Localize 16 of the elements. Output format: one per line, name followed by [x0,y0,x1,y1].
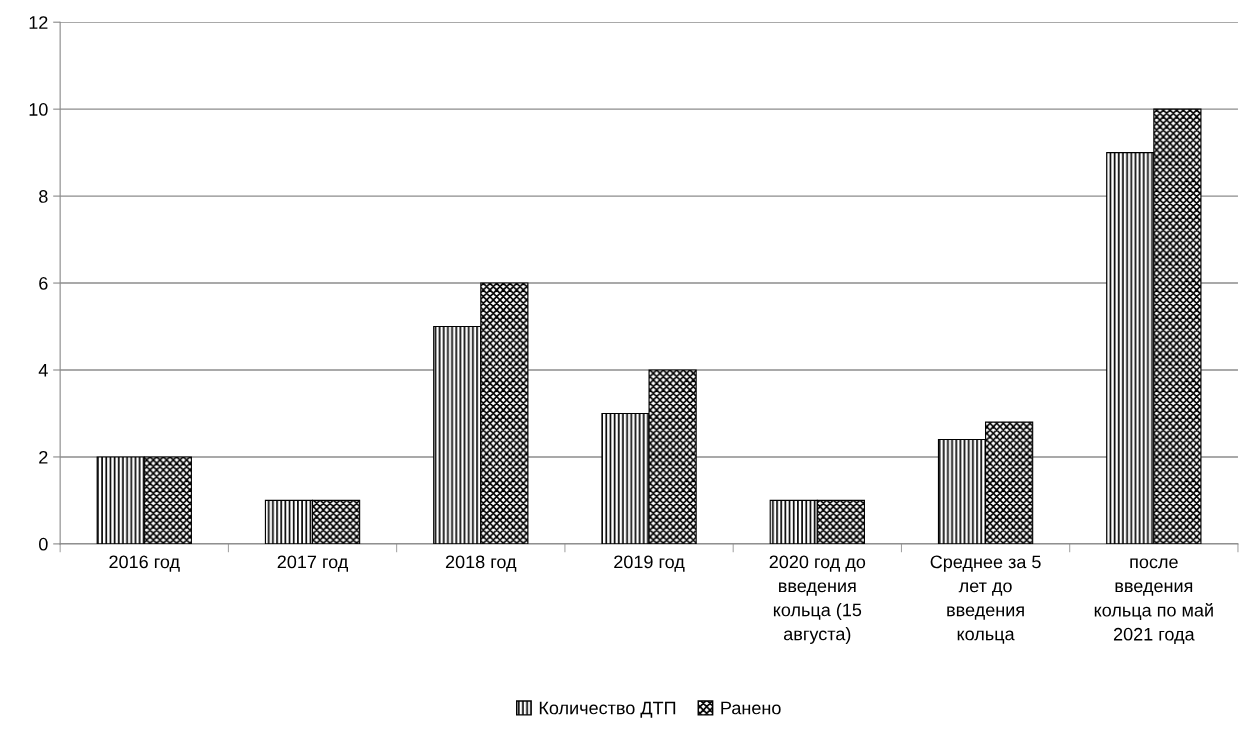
x-tick-label: 2020 год до введения кольца (15 августа) [769,555,866,644]
y-tick-label: 2 [39,450,48,464]
y-tick-label: 10 [29,103,48,116]
y-tick-label: 4 [38,364,48,377]
x-tick-label: после введения кольца по май 2021 года [1094,558,1213,645]
legend-label: Ранено [721,701,781,715]
y-tick-label: 8 [39,190,48,203]
x-tick-label: 2017 год [277,555,348,572]
y-tick-label: 12 [29,16,48,29]
y-tick-label: 6 [39,276,48,290]
x-tick-label: 2018 год [445,555,517,572]
x-tick-label: 2019 год [614,555,685,572]
x-tick-label: 2016 год [109,555,180,572]
x-tick-label: Среднее за 5 лет до введения кольца [930,555,1041,644]
legend-label: Количество ДТП [539,701,676,718]
y-tick-label: 0 [39,537,48,551]
